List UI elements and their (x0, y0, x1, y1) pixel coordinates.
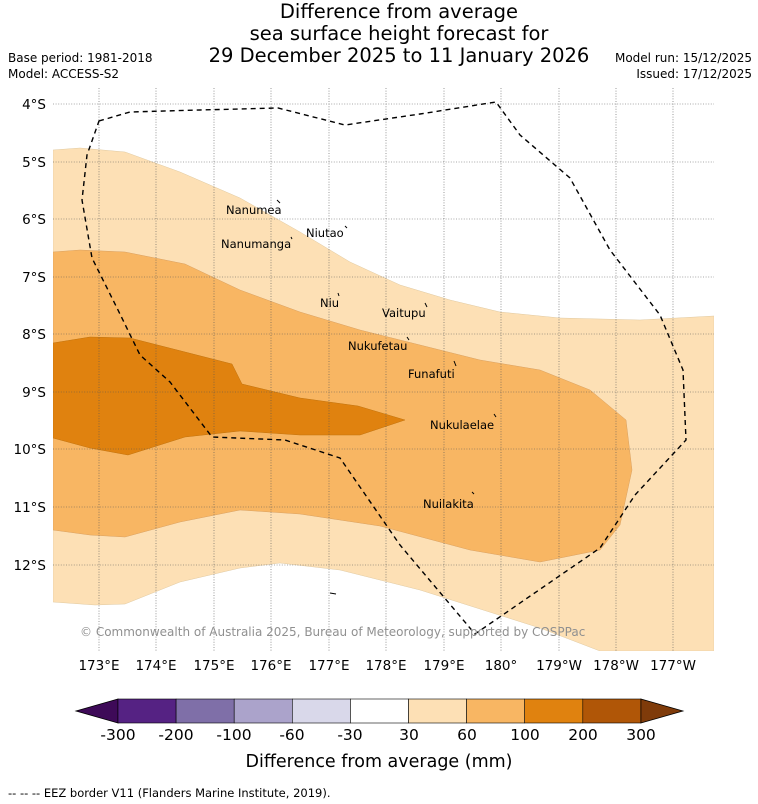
lat-tick-label: 10°S (14, 442, 47, 458)
eez-border (81, 101, 687, 635)
lat-tick-label: 6°S (22, 212, 46, 228)
lon-tick-label: 178°W (593, 658, 639, 674)
title-line-3: 29 December 2025 to 11 January 2026 (208, 44, 590, 67)
colorbar-tick-label: -100 (216, 726, 251, 744)
colorbar-tick-label: -60 (279, 726, 304, 744)
issued-date: Issued: 17/12/2025 (636, 67, 752, 81)
forecast-map: Nanumea Nanumanga Niutao Niu Vaitupu Nuk… (14, 88, 714, 674)
colorbar-extend-low (74, 698, 119, 724)
colorbar-swatch (291, 698, 351, 724)
colorbar-tick-label: 30 (399, 726, 419, 744)
colorbar-tick-label: 100 (510, 726, 540, 744)
lat-tick-label: 7°S (22, 270, 46, 286)
colorbar-label: Difference from average (mm) (245, 752, 512, 772)
lon-tick-label: 178°E (365, 658, 406, 674)
colorbar-tick-label: -200 (158, 726, 193, 744)
colorbar-tick-label: 60 (457, 726, 477, 744)
island-label-nukufetau: Nukufetau (348, 339, 407, 353)
island-label-funafuti: Funafuti (408, 367, 455, 381)
title-line-1: Difference from average (279, 0, 519, 23)
lat-tick-label: 5°S (22, 155, 46, 171)
colorbar-swatch (466, 698, 526, 724)
lat-tick-label: 12°S (14, 558, 47, 574)
colorbar-swatch (117, 698, 177, 724)
title-line-2: sea surface height forecast for (249, 22, 549, 45)
lat-tick-label: 8°S (22, 327, 46, 343)
lon-tick-label: 179°W (536, 658, 582, 674)
colorbar-swatch (233, 698, 293, 724)
lon-tick-label: 180° (485, 658, 518, 674)
island-label-vaitupu: Vaitupu (382, 306, 426, 320)
island-label-nuilakita: Nuilakita (423, 497, 474, 511)
island-label-nanumanga: Nanumanga (221, 237, 291, 251)
base-period: Base period: 1981-2018 (8, 51, 153, 65)
lat-gridlines (53, 103, 714, 566)
island-label-nanumea: Nanumea (226, 203, 282, 217)
colorbar-tick-label: 300 (626, 726, 656, 744)
colorbar-tick-label: -30 (337, 726, 362, 744)
colorbar-tick-label: 200 (568, 726, 598, 744)
lon-tick-label: 177°W (650, 658, 696, 674)
lat-tick-label: 4°S (22, 97, 46, 113)
colorbar-swatch (524, 698, 584, 724)
lat-tick-label: 9°S (22, 385, 46, 401)
island-marks (276, 199, 497, 595)
colorbar-tick-label: -300 (100, 726, 135, 744)
lon-tick-label: 176°E (250, 658, 291, 674)
colorbar-swatch (350, 698, 409, 724)
eez-footnote: -- -- -- EEZ border V11 (Flanders Marine… (8, 786, 331, 800)
colorbar-swatch (175, 698, 235, 724)
lon-tick-label: 173°E (78, 658, 119, 674)
colorbar: -300 -200 -100 -60 -30 30 60 100 200 300… (74, 698, 685, 772)
colorbar-swatch (408, 698, 467, 724)
lon-tick-label: 175°E (193, 658, 234, 674)
island-label-niu: Niu (320, 296, 339, 310)
lon-tick-label: 177°E (308, 658, 349, 674)
colorbar-swatch (582, 698, 642, 724)
island-label-nukulaelae: Nukulaelae (430, 418, 494, 432)
island-label-niutao: Niutao (306, 226, 344, 240)
colorbar-extend-high (640, 698, 685, 724)
lon-tick-label: 179°E (423, 658, 464, 674)
copyright-text: © Commonwealth of Australia 2025, Bureau… (80, 625, 585, 639)
model-run: Model run: 15/12/2025 (614, 51, 752, 65)
model-name: Model: ACCESS-S2 (8, 67, 120, 81)
lat-tick-label: 11°S (14, 500, 47, 516)
band-100-200 (53, 336, 406, 456)
lon-tick-label: 174°E (135, 658, 176, 674)
